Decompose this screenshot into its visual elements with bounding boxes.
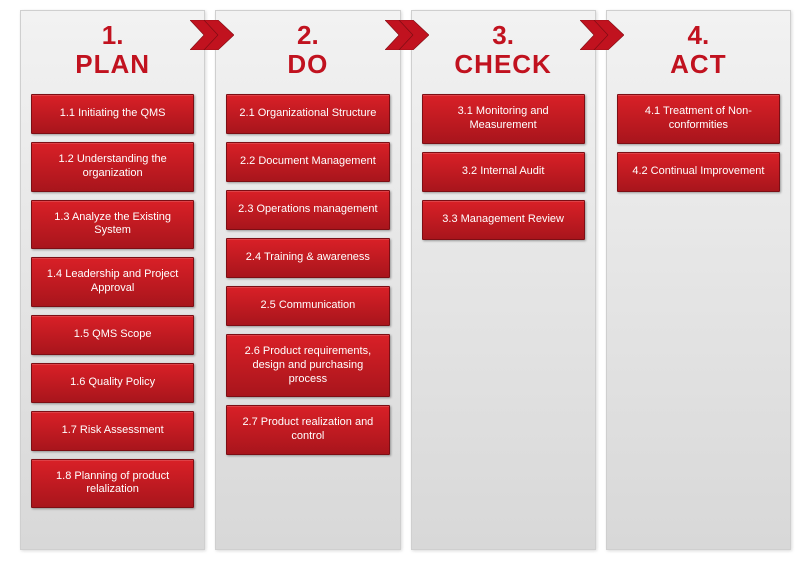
list-item: 3.2 Internal Audit — [422, 152, 585, 192]
list-item: 1.6 Quality Policy — [31, 363, 194, 403]
column-title: DO — [220, 50, 395, 79]
column-title: PLAN — [25, 50, 200, 79]
list-item: 1.4 Leadership and Project Approval — [31, 257, 194, 307]
column-items-plan: 1.1 Initiating the QMS 1.2 Understanding… — [21, 94, 204, 520]
column-act: 4. ACT 4.1 Treatment of Non-conformities… — [606, 10, 791, 550]
list-item: 1.1 Initiating the QMS — [31, 94, 194, 134]
column-number: 2. — [220, 21, 395, 50]
column-number: 3. — [416, 21, 591, 50]
column-items-check: 3.1 Monitoring and Measurement 3.2 Inter… — [412, 94, 595, 252]
column-do: 2. DO 2.1 Organizational Structure 2.2 D… — [215, 10, 400, 550]
list-item: 1.7 Risk Assessment — [31, 411, 194, 451]
list-item: 1.5 QMS Scope — [31, 315, 194, 355]
column-plan: 1. PLAN 1.1 Initiating the QMS 1.2 Under… — [20, 10, 205, 550]
column-header-act: 4. ACT — [607, 11, 790, 94]
list-item: 3.1 Monitoring and Measurement — [422, 94, 585, 144]
list-item: 1.2 Understanding the organization — [31, 142, 194, 192]
column-title: ACT — [611, 50, 786, 79]
list-item: 2.7 Product realization and control — [226, 405, 389, 455]
list-item: 2.1 Organizational Structure — [226, 94, 389, 134]
list-item: 2.5 Communication — [226, 286, 389, 326]
list-item: 2.2 Document Management — [226, 142, 389, 182]
column-header-check: 3. CHECK — [412, 11, 595, 94]
column-number: 4. — [611, 21, 786, 50]
list-item: 1.8 Planning of product relalization — [31, 459, 194, 509]
list-item: 4.1 Treatment of Non-conformities — [617, 94, 780, 144]
list-item: 4.2 Continual Improvement — [617, 152, 780, 192]
list-item: 2.3 Operations management — [226, 190, 389, 230]
column-header-do: 2. DO — [216, 11, 399, 94]
column-items-act: 4.1 Treatment of Non-conformities 4.2 Co… — [607, 94, 790, 204]
column-title: CHECK — [416, 50, 591, 79]
column-check: 3. CHECK 3.1 Monitoring and Measurement … — [411, 10, 596, 550]
column-items-do: 2.1 Organizational Structure 2.2 Documen… — [216, 94, 399, 467]
list-item: 1.3 Analyze the Existing System — [31, 200, 194, 250]
column-header-plan: 1. PLAN — [21, 11, 204, 94]
list-item: 2.6 Product requirements, design and pur… — [226, 334, 389, 397]
list-item: 3.3 Management Review — [422, 200, 585, 240]
pdca-container: 1. PLAN 1.1 Initiating the QMS 1.2 Under… — [0, 0, 811, 560]
list-item: 2.4 Training & awareness — [226, 238, 389, 278]
column-number: 1. — [25, 21, 200, 50]
chevron-arrow-icon — [190, 20, 234, 50]
chevron-arrow-icon — [580, 20, 624, 50]
chevron-arrow-icon — [385, 20, 429, 50]
